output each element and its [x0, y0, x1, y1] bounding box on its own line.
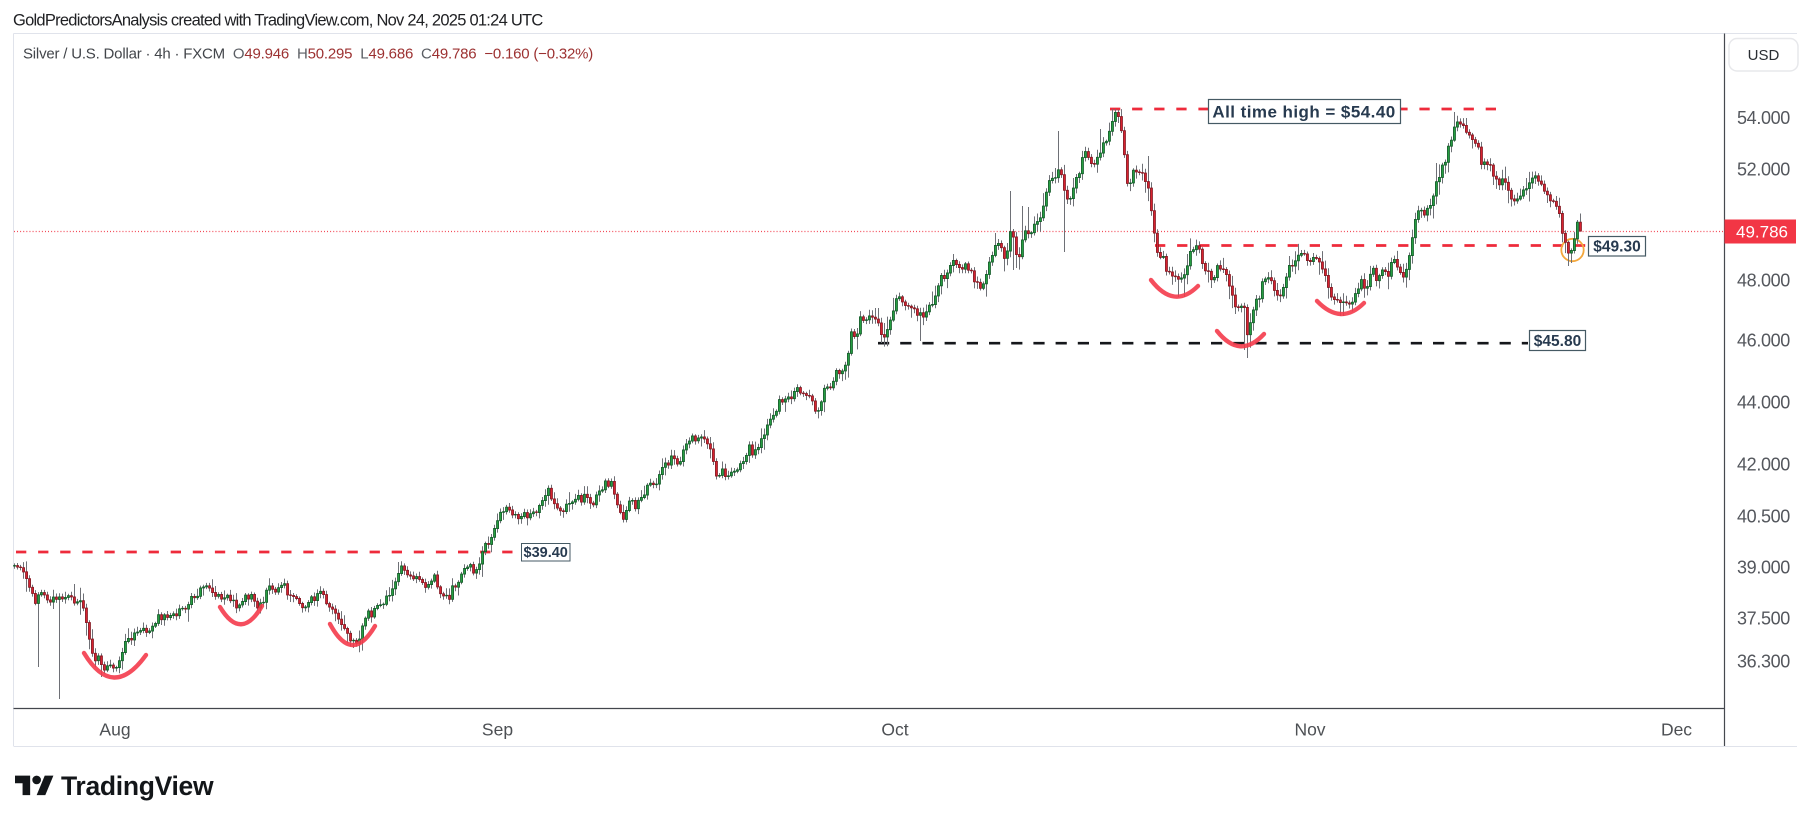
svg-text:Sep: Sep	[482, 720, 513, 740]
svg-text:54.000: 54.000	[1737, 108, 1790, 128]
svg-text:49.786: 49.786	[1736, 223, 1788, 242]
svg-text:$39.40: $39.40	[524, 545, 568, 561]
svg-text:40.500: 40.500	[1737, 507, 1790, 527]
svg-text:USD: USD	[1748, 47, 1780, 64]
svg-text:$49.30: $49.30	[1593, 239, 1640, 256]
svg-text:TradingView: TradingView	[61, 771, 214, 801]
svg-text:All time high = $54.40: All time high = $54.40	[1212, 103, 1395, 122]
svg-text:Aug: Aug	[99, 720, 130, 740]
svg-text:Nov: Nov	[1294, 720, 1325, 740]
svg-text:42.000: 42.000	[1737, 455, 1790, 475]
svg-text:Dec: Dec	[1661, 720, 1692, 740]
svg-text:52.000: 52.000	[1737, 160, 1790, 180]
svg-text:Silver / U.S. Dollar · 4h · FX: Silver / U.S. Dollar · 4h · FXCM O49.946…	[23, 46, 593, 63]
svg-text:46.000: 46.000	[1737, 331, 1790, 351]
svg-text:GoldPredictorsAnalysis created: GoldPredictorsAnalysis created with Trad…	[13, 12, 543, 30]
svg-text:39.000: 39.000	[1737, 558, 1790, 578]
svg-text:48.000: 48.000	[1737, 271, 1790, 291]
svg-text:37.500: 37.500	[1737, 609, 1790, 629]
svg-text:Oct: Oct	[881, 720, 908, 740]
svg-text:$45.80: $45.80	[1534, 333, 1581, 350]
svg-text:36.300: 36.300	[1737, 652, 1790, 672]
svg-text:44.000: 44.000	[1737, 393, 1790, 413]
